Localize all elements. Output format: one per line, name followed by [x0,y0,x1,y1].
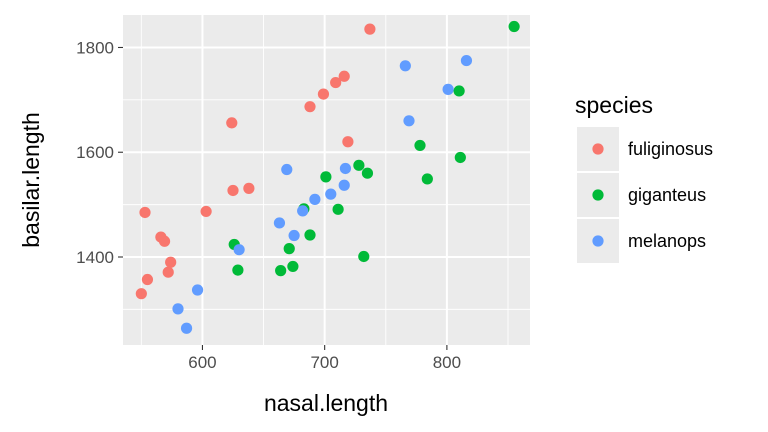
point-melanops [180,322,193,334]
x-tick-label: 800 [433,353,461,372]
point-giganteus [283,243,295,255]
point-giganteus [353,159,365,171]
legend-label-melanops: melanops [628,231,706,251]
point-melanops [288,229,300,242]
point-melanops [338,179,350,191]
point-fuliginosus [227,184,239,197]
point-fuliginosus [226,117,238,129]
point-melanops [460,54,473,67]
legend-marker-melanops [592,235,604,247]
point-melanops [399,60,411,72]
legend: species fuliginosus giganteus melanops [575,92,713,263]
y-tick-label: 1400 [76,248,114,267]
point-giganteus [508,20,520,33]
point-melanops [172,303,184,315]
point-fuliginosus [141,273,154,286]
point-melanops [233,244,245,256]
point-melanops [273,217,286,229]
point-fuliginosus [243,182,255,194]
point-melanops [297,205,309,217]
point-fuliginosus [139,206,151,219]
data-points [135,20,520,334]
point-giganteus [454,151,466,164]
legend-marker-fuliginosus [592,143,604,155]
legend-title: species [575,92,653,118]
point-fuliginosus [330,76,342,89]
legend-label-fuliginosus: fuliginosus [628,139,713,159]
point-fuliginosus [135,288,147,300]
point-fuliginosus [158,235,171,247]
point-fuliginosus [200,205,212,218]
point-giganteus [275,265,287,277]
point-fuliginosus [364,23,376,35]
point-giganteus [304,229,316,241]
point-melanops [403,115,415,127]
point-giganteus [453,85,465,97]
point-melanops [325,188,337,200]
legend-marker-giganteus [592,189,604,201]
y-axis-title: basilar.length [18,112,44,248]
point-fuliginosus [338,70,350,82]
point-fuliginosus [162,266,174,278]
minor-grid [123,15,530,345]
y-tick-label: 1600 [76,143,114,162]
point-giganteus [414,139,426,152]
x-axis: 600 700 800 [188,345,461,372]
point-melanops [339,162,352,175]
point-fuliginosus [342,136,354,148]
x-tick-label: 600 [188,353,216,372]
point-melanops [309,193,321,205]
point-fuliginosus [304,101,316,113]
point-fuliginosus [165,256,177,268]
x-axis-title: nasal.length [264,390,388,416]
point-giganteus [421,173,433,185]
point-fuliginosus [317,88,330,100]
y-axis: 1400 1600 1800 [76,38,123,267]
x-tick-label: 700 [310,353,338,372]
point-giganteus [361,167,374,179]
point-melanops [281,163,293,176]
point-giganteus [320,171,332,183]
point-giganteus [287,260,299,273]
point-melanops [191,284,204,296]
point-giganteus [232,264,244,276]
y-tick-label: 1800 [76,38,114,57]
legend-label-giganteus: giganteus [628,185,706,205]
point-giganteus [358,250,370,263]
point-giganteus [332,203,344,215]
point-melanops [442,83,454,95]
